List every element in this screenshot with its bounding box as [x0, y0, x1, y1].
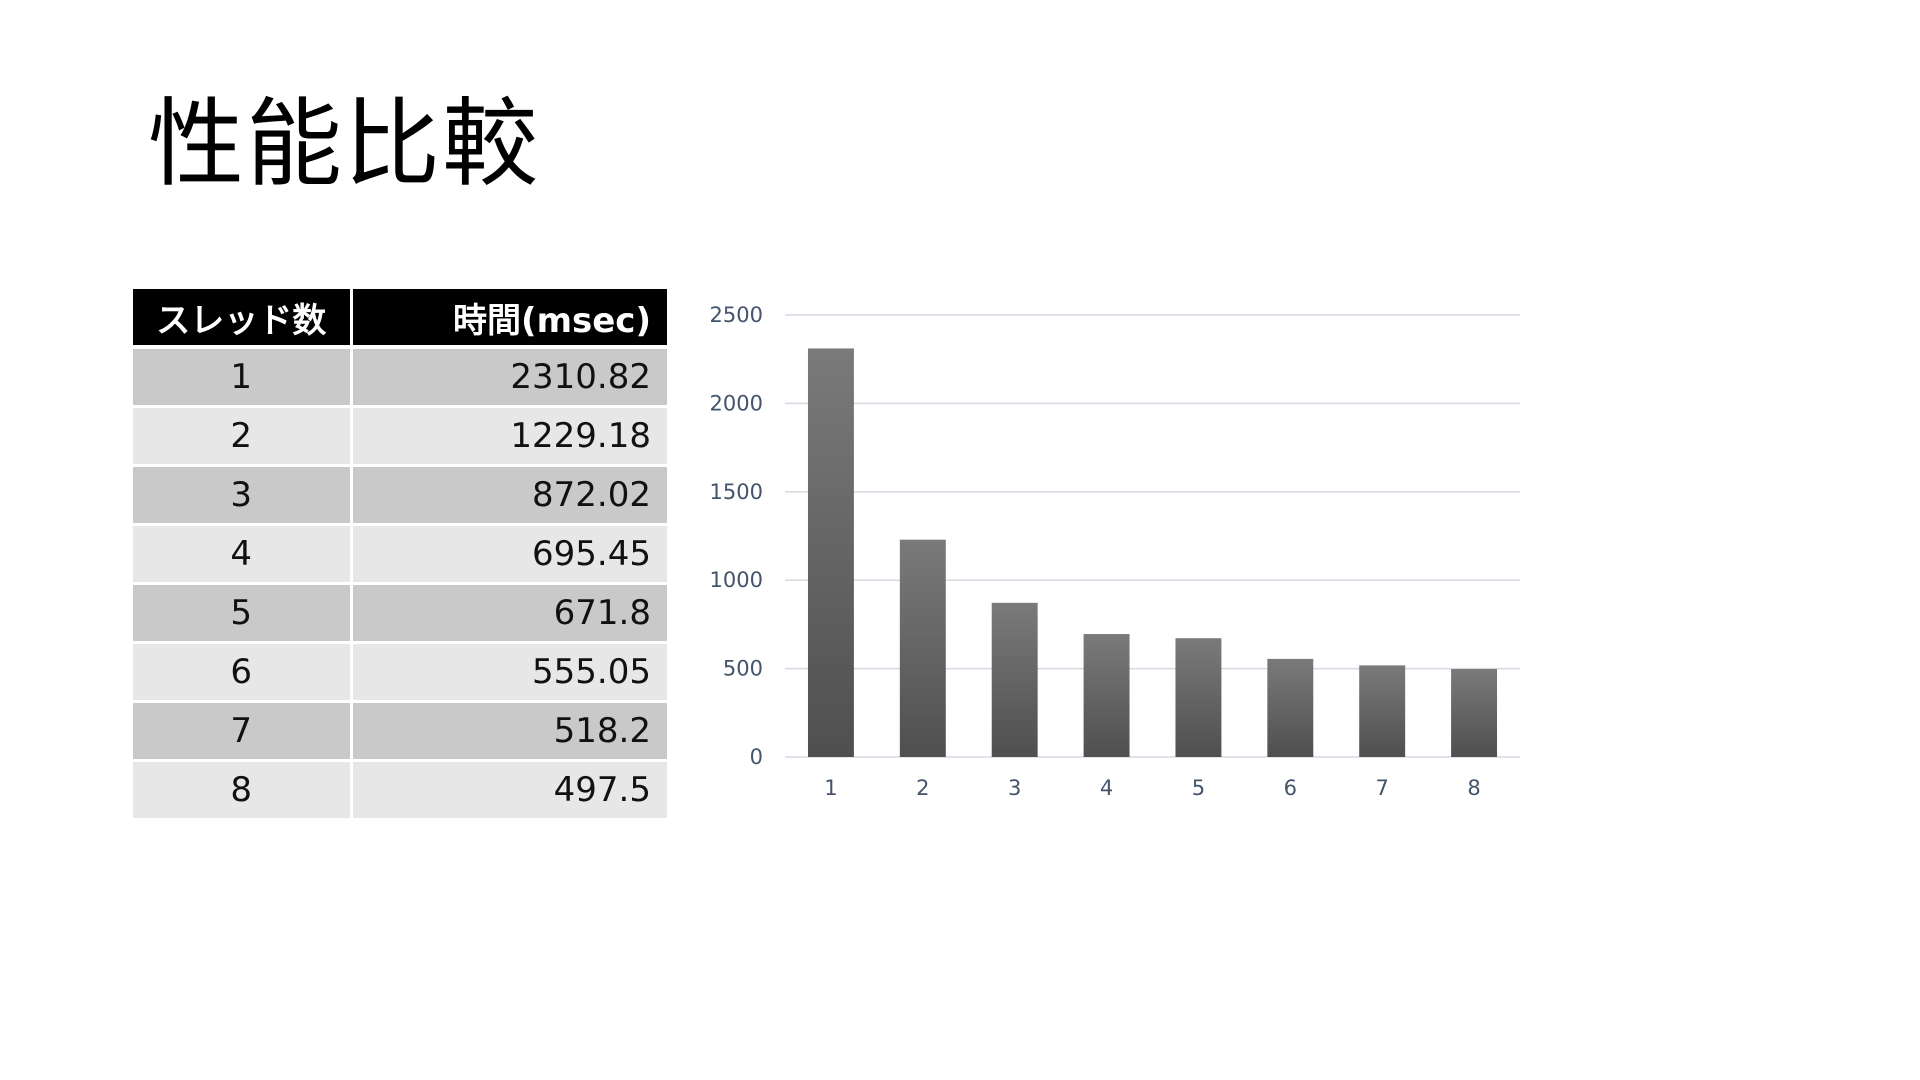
header-time: 時間(msec)	[351, 289, 667, 349]
x-tick-label: 4	[1100, 776, 1113, 800]
y-tick-label: 1000	[710, 568, 763, 592]
cell-threads: 8	[133, 760, 353, 821]
cell-threads: 4	[133, 524, 353, 585]
cell-threads: 1	[133, 347, 353, 408]
table-row: 8 497.5	[133, 760, 667, 821]
data-table: スレッド数 時間(msec) 1 2310.82 2 1229.18 3 872…	[133, 289, 667, 821]
x-tick-label: 5	[1192, 776, 1205, 800]
cell-time: 695.45	[351, 524, 667, 585]
cell-threads: 2	[133, 406, 353, 467]
table-row: 5 671.8	[133, 583, 667, 644]
x-tick-label: 6	[1284, 776, 1297, 800]
table-row: 6 555.05	[133, 642, 667, 703]
y-tick-label: 2000	[710, 391, 763, 415]
bar-1	[807, 348, 854, 757]
bar-4	[1083, 634, 1130, 757]
bar-5	[1175, 638, 1222, 757]
cell-threads: 7	[133, 701, 353, 762]
x-tick-label: 3	[1008, 776, 1021, 800]
table-row: 3 872.02	[133, 465, 667, 526]
x-tick-label: 2	[916, 776, 929, 800]
bar-6	[1267, 658, 1314, 757]
table-row: 1 2310.82	[133, 347, 667, 408]
slide-title: 性能比較	[148, 88, 540, 200]
cell-time: 671.8	[351, 583, 667, 644]
y-tick-label: 2500	[710, 303, 763, 327]
table-row: 2 1229.18	[133, 406, 667, 467]
x-tick-label: 7	[1376, 776, 1389, 800]
bar-3	[991, 602, 1038, 757]
cell-time: 497.5	[351, 760, 667, 821]
cell-time: 555.05	[351, 642, 667, 703]
cell-time: 1229.18	[351, 406, 667, 467]
cell-threads: 3	[133, 465, 353, 526]
bar-chart: 0 500 1000 1500 2000 2500 1 2 3 4 5 6 7 8	[710, 303, 1520, 800]
y-tick-label: 1500	[710, 480, 763, 504]
table-header-row: スレッド数 時間(msec)	[133, 289, 667, 349]
x-tick-label: 1	[824, 776, 837, 800]
bar-8	[1451, 669, 1498, 757]
table-row: 4 695.45	[133, 524, 667, 585]
x-tick-label: 8	[1467, 776, 1480, 800]
header-threads: スレッド数	[133, 289, 353, 349]
table-row: 7 518.2	[133, 701, 667, 762]
gridlines	[785, 314, 1520, 758]
bar-7	[1359, 665, 1406, 757]
bars	[807, 348, 1498, 757]
cell-threads: 5	[133, 583, 353, 644]
y-tick-label: 0	[750, 745, 763, 769]
x-axis-ticks: 1 2 3 4 5 6 7 8	[824, 776, 1481, 800]
cell-time: 2310.82	[351, 347, 667, 408]
bar-2	[899, 539, 946, 757]
y-axis-ticks: 0 500 1000 1500 2000 2500	[710, 303, 763, 769]
cell-threads: 6	[133, 642, 353, 703]
y-tick-label: 500	[723, 657, 763, 681]
cell-time: 872.02	[351, 465, 667, 526]
cell-time: 518.2	[351, 701, 667, 762]
